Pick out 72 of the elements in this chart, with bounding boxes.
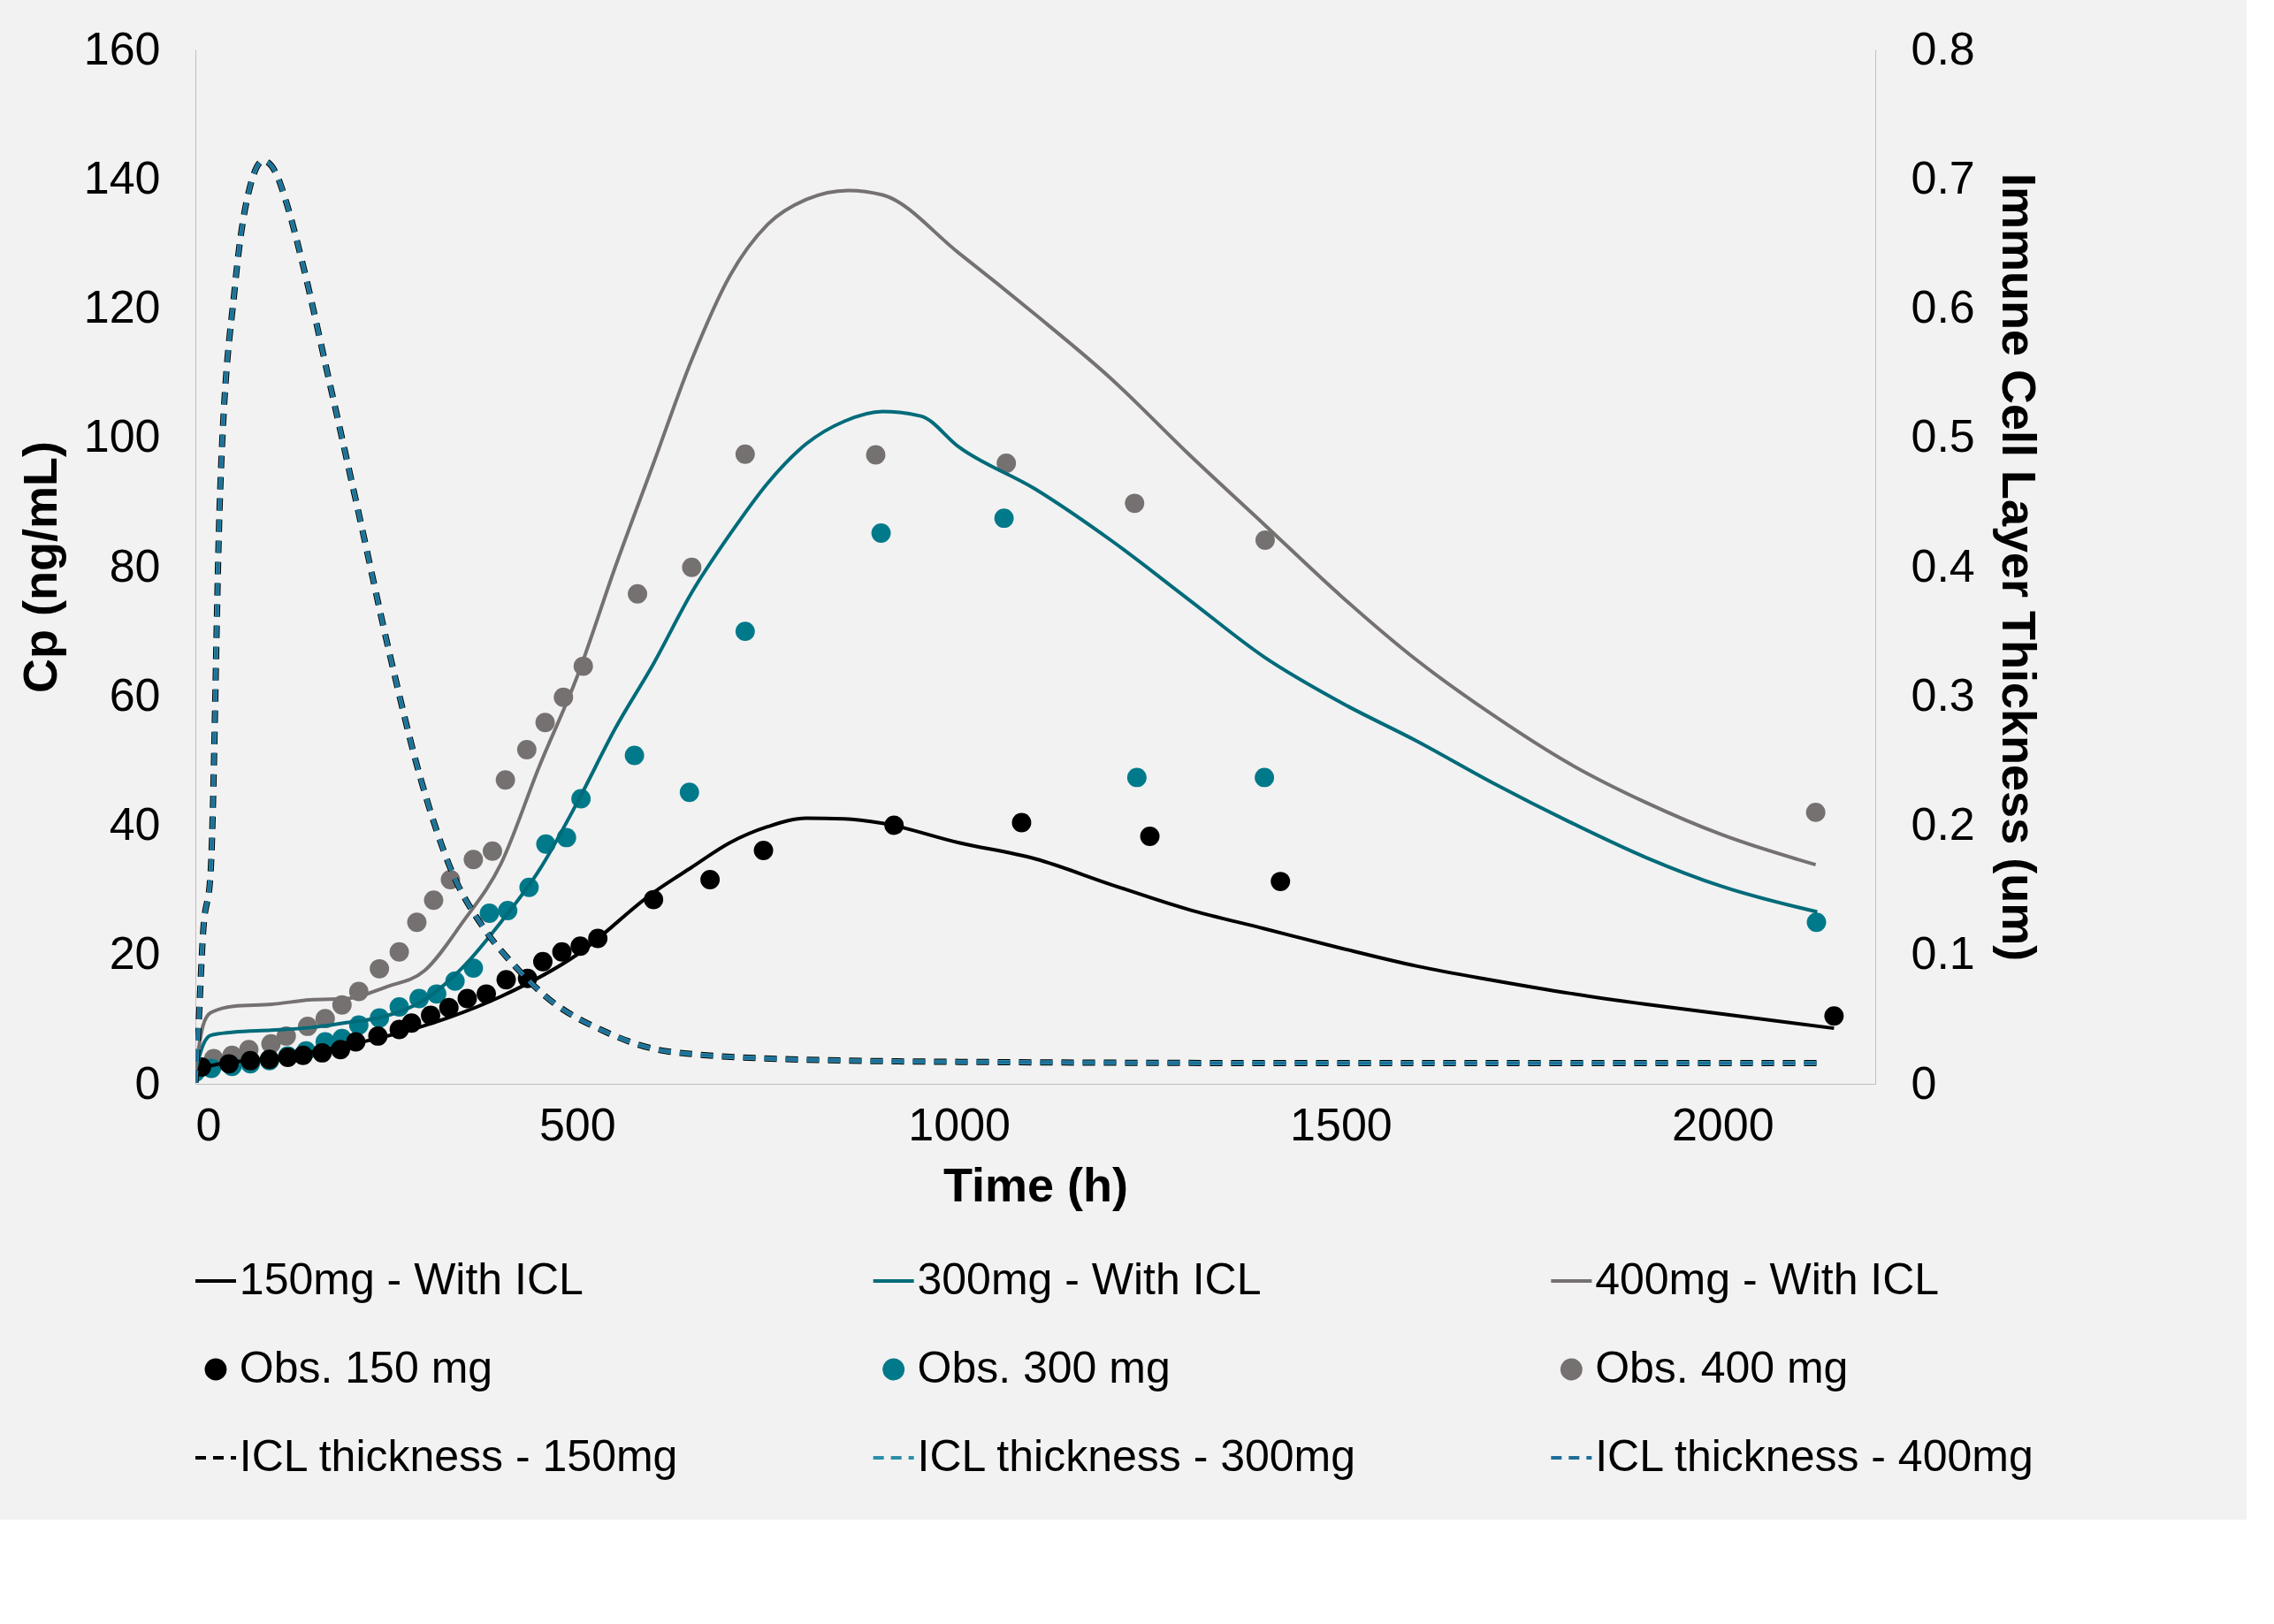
legend-label: Obs. 400 mg bbox=[1595, 1343, 1849, 1392]
point bbox=[1126, 767, 1147, 788]
point bbox=[1805, 802, 1826, 822]
y-tick-label: 40 bbox=[109, 798, 161, 850]
point bbox=[1011, 812, 1032, 833]
point bbox=[479, 903, 500, 923]
point bbox=[483, 841, 502, 861]
y-tick-label: 80 bbox=[109, 539, 161, 591]
legend-label: Obs. 150 mg bbox=[239, 1343, 493, 1392]
point bbox=[700, 869, 721, 889]
point bbox=[552, 942, 572, 962]
point bbox=[994, 508, 1014, 529]
y2-tick-label: 0.6 bbox=[1911, 281, 1975, 332]
x-tick-label: 1000 bbox=[908, 1098, 1011, 1150]
point bbox=[407, 912, 427, 933]
point bbox=[628, 583, 647, 604]
point bbox=[535, 713, 555, 733]
legend-label: Obs. 300 mg bbox=[917, 1343, 1171, 1392]
x-tick-label: 1500 bbox=[1290, 1098, 1393, 1150]
y-tick-label: 20 bbox=[109, 927, 161, 980]
x-tick-label: 0 bbox=[195, 1098, 222, 1150]
point bbox=[735, 444, 755, 464]
point bbox=[1255, 767, 1275, 788]
legend-label: ICL thickness - 150mg bbox=[239, 1431, 678, 1481]
point bbox=[496, 970, 516, 990]
x-axis-title: Time (h) bbox=[942, 1157, 1129, 1211]
point bbox=[679, 782, 699, 803]
point bbox=[1140, 827, 1160, 846]
point bbox=[996, 454, 1017, 473]
point bbox=[439, 997, 459, 1018]
point bbox=[463, 850, 484, 870]
point bbox=[866, 445, 886, 465]
legend-label: 400mg - With ICL bbox=[1595, 1254, 1940, 1304]
point bbox=[1271, 872, 1291, 892]
x-tick-label: 500 bbox=[538, 1098, 616, 1150]
y2-tick-label: 0.3 bbox=[1911, 668, 1975, 721]
point bbox=[424, 890, 444, 911]
point bbox=[516, 740, 537, 759]
point bbox=[753, 841, 774, 860]
y-tick-label: 100 bbox=[83, 410, 161, 462]
point bbox=[1824, 1006, 1844, 1026]
point bbox=[624, 745, 645, 766]
y2-tick-label: 0.1 bbox=[1911, 927, 1975, 980]
point bbox=[682, 557, 702, 577]
y2-tick-label: 0.4 bbox=[1911, 539, 1975, 591]
y2-axis-title: Immune Cell Layer Thickness (um) bbox=[1992, 172, 2046, 962]
point bbox=[1255, 530, 1275, 550]
point bbox=[495, 770, 515, 790]
y2-tick-label: 0.8 bbox=[1911, 22, 1975, 74]
legend-label: 300mg - With ICL bbox=[917, 1254, 1262, 1304]
point bbox=[533, 951, 553, 972]
y-tick-label: 60 bbox=[109, 668, 161, 721]
legend-label: 150mg - With ICL bbox=[239, 1254, 584, 1304]
point bbox=[871, 523, 891, 543]
y-tick-label: 120 bbox=[83, 281, 161, 332]
x-tick-label: 2000 bbox=[1671, 1098, 1774, 1150]
point bbox=[389, 942, 409, 962]
point bbox=[370, 958, 390, 979]
y2-tick-label: 0.7 bbox=[1911, 151, 1975, 203]
legend-label: ICL thickness - 400mg bbox=[1595, 1431, 2034, 1481]
legend-label: ICL thickness - 300mg bbox=[917, 1431, 1356, 1481]
y-tick-label: 160 bbox=[83, 22, 161, 74]
y2-tick-label: 0 bbox=[1911, 1056, 1937, 1109]
y-tick-label: 0 bbox=[134, 1056, 161, 1109]
point bbox=[1125, 493, 1145, 514]
y2-tick-label: 0.5 bbox=[1911, 410, 1975, 462]
y-tick-label: 140 bbox=[83, 151, 161, 203]
point bbox=[457, 988, 477, 1009]
y-axis-title: Cp (ng/mL) bbox=[12, 441, 66, 693]
point bbox=[735, 621, 755, 642]
y2-tick-label: 0.2 bbox=[1911, 798, 1975, 850]
point bbox=[1806, 912, 1827, 933]
